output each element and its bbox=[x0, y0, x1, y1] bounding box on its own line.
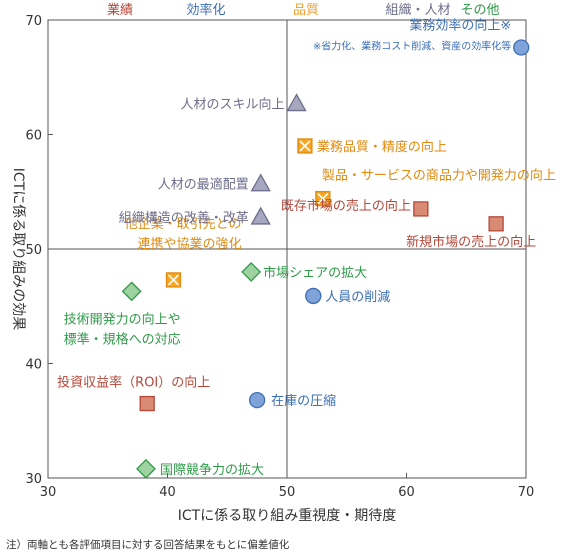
x-tick-label: 60 bbox=[398, 485, 415, 500]
tick-labels: 30 40 50 60 70 30 40 50 60 70 bbox=[25, 14, 534, 500]
data-point bbox=[121, 281, 142, 302]
data-label: 製品・サービスの商品力や開発力の向上 bbox=[322, 168, 556, 184]
data-point bbox=[315, 190, 331, 207]
data-label: 業務品質・精度の向上 bbox=[317, 139, 447, 155]
data-point bbox=[250, 206, 271, 225]
data-point bbox=[248, 391, 266, 409]
data-label: 既存市場の売上の向上 bbox=[281, 198, 411, 214]
x-axis-label: ICTに係る取り組み重視度・期待度 bbox=[178, 508, 396, 524]
data-label: 他企業・取引先との連携や協業の強化 bbox=[125, 216, 242, 252]
data-sublabel: ※省力化、業務コスト削減、資産の効率化等 bbox=[313, 39, 511, 52]
data-point bbox=[305, 287, 322, 305]
y-tick-label: 40 bbox=[25, 358, 42, 373]
y-tick-label: 70 bbox=[25, 14, 42, 29]
legend-item: 業績 bbox=[107, 2, 133, 18]
legend-item: 効率化 bbox=[186, 2, 225, 18]
data-label: 人材の最適配置 bbox=[158, 177, 249, 193]
data-point bbox=[297, 138, 313, 154]
x-tick-label: 40 bbox=[159, 485, 176, 500]
data-point bbox=[413, 201, 429, 217]
data-point bbox=[241, 261, 262, 282]
x-tick-label: 30 bbox=[40, 485, 57, 500]
data-label: 人材のスキル向上 bbox=[181, 97, 285, 113]
y-tick-label: 50 bbox=[25, 243, 42, 258]
data-point bbox=[488, 216, 504, 232]
data-label: 新規市場の売上の向上 bbox=[406, 234, 536, 250]
x-tick-label: 70 bbox=[518, 485, 535, 500]
data-point bbox=[286, 93, 307, 112]
legend: 業績 効率化 品質 組織・人材 その他 bbox=[107, 2, 500, 18]
data-label: 市場シェアの拡大 bbox=[263, 265, 367, 281]
y-tick-label: 30 bbox=[25, 472, 42, 487]
y-axis-label: ICTに係る取り組みの効果 bbox=[10, 168, 26, 330]
data-label: 組織構造の改善・改革 bbox=[119, 210, 249, 226]
data-label: 国際競争力の拡大 bbox=[160, 463, 264, 478]
data-point bbox=[165, 272, 182, 288]
footnote: 注）両軸とも各評価項目に対する回答結果をもとに偏差値化 bbox=[6, 538, 290, 551]
data-point bbox=[136, 458, 156, 479]
y-tick-label: 60 bbox=[25, 129, 42, 144]
data-point bbox=[250, 173, 271, 192]
data-label: 在庫の圧縮 bbox=[271, 393, 336, 409]
data-label: 投資収益率（ROI）の向上 bbox=[57, 375, 210, 391]
data-label: 業務効率の向上※ bbox=[409, 17, 511, 33]
data-points bbox=[121, 39, 530, 479]
legend-item: その他 bbox=[460, 3, 499, 18]
x-tick-label: 50 bbox=[279, 485, 296, 500]
legend-item: 組織・人材 bbox=[385, 3, 450, 18]
legend-item: 品質 bbox=[293, 3, 319, 18]
data-label: 人員の削減 bbox=[325, 289, 390, 305]
data-label: 技術開発力の向上や標準・規格への対応 bbox=[64, 311, 181, 347]
data-point bbox=[139, 395, 155, 412]
data-point bbox=[513, 39, 530, 56]
